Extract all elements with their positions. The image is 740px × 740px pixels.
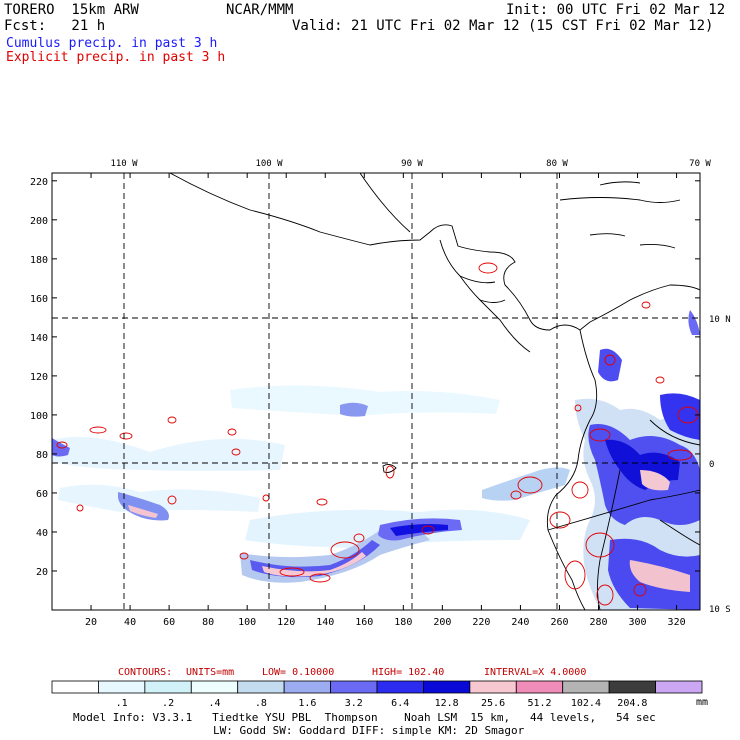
- colorbar-swatch: [330, 680, 378, 694]
- x-tick-labels: 20 40 60 80 100 120 140 160 180 200 220 240 260 280 30…: [85, 617, 686, 628]
- x-tick-label: 100: [238, 617, 256, 628]
- colorbar-value: 3.2: [345, 698, 363, 709]
- colorbar-swatch: [283, 680, 331, 694]
- colorbar-swatch: [655, 680, 703, 694]
- colorbar-value: 25.6: [481, 698, 505, 709]
- x-tick-label: 320: [668, 617, 686, 628]
- x-tick-label: 140: [316, 617, 334, 628]
- x-tick-label: 280: [589, 617, 607, 628]
- lat-lon-gridlines: [52, 173, 700, 610]
- latitude-label: 0: [709, 460, 714, 470]
- x-tick-label: 260: [550, 617, 568, 628]
- init-time: Init: 00 UTC Fri 02 Mar 12: [506, 2, 726, 18]
- colorbar-value: .2: [162, 698, 174, 709]
- colorbar-swatch: [237, 680, 285, 694]
- colorbar-value: 1.6: [298, 698, 316, 709]
- x-tick-label: 300: [629, 617, 647, 628]
- x-tick-label: 120: [277, 617, 295, 628]
- contours-units: UNITS=mm: [186, 667, 234, 678]
- precip-shading: [52, 310, 700, 610]
- colorbar-value: 102.4: [571, 698, 601, 709]
- colorbar-swatch: [190, 680, 239, 694]
- colorbar-value: 12.8: [435, 698, 459, 709]
- colorbar-swatch: [423, 680, 471, 694]
- y-tick-label: 140: [30, 333, 48, 344]
- y-tick-label: 100: [30, 411, 48, 422]
- y-tick-label: 40: [36, 528, 48, 539]
- colorbar-value: .8: [255, 698, 267, 709]
- longitude-label: 80 W: [546, 159, 568, 169]
- valid-time: Valid: 21 UTC Fri 02 Mar 12 (15 CST Fri …: [292, 18, 714, 34]
- contours-high: HIGH= 102.40: [372, 667, 444, 678]
- x-tick-label: 80: [202, 617, 214, 628]
- y-tick-label: 120: [30, 372, 48, 383]
- y-tick-label: 220: [30, 177, 48, 188]
- colorbar-swatch: [469, 680, 517, 694]
- cumulus-field-label: Cumulus precip. in past 3 h: [6, 36, 218, 51]
- x-tick-label: 20: [85, 617, 97, 628]
- y-tick-label: 160: [30, 294, 48, 305]
- longitude-label: 110 W: [110, 159, 138, 169]
- model-title: TORERO 15km ARW: [4, 2, 139, 18]
- latitude-label: 10 N: [709, 315, 731, 325]
- colorbar-swatch: [562, 680, 610, 694]
- contours-label: CONTOURS:: [118, 667, 172, 678]
- y-tick-label: 60: [36, 489, 48, 500]
- contours-low: LOW= 0.10000: [262, 667, 334, 678]
- longitude-label: 90 W: [401, 159, 423, 169]
- colorbar-swatch: [515, 680, 564, 694]
- colorbar-swatch: [51, 680, 99, 694]
- axis-ticks: [52, 173, 700, 610]
- colorbar-value: 204.8: [617, 698, 647, 709]
- y-tick-label: 200: [30, 216, 48, 227]
- colorbar-value: .1: [116, 698, 128, 709]
- x-tick-label: 160: [355, 617, 373, 628]
- colorbar-swatch: [144, 680, 192, 694]
- colorbar-swatch: [98, 680, 146, 694]
- colorbar-swatch: [376, 680, 424, 694]
- latitude-labels: 10 N 0 10 S: [709, 315, 731, 615]
- contours-interval: INTERVAL=X 4.0000: [484, 667, 586, 678]
- x-tick-label: 60: [163, 617, 175, 628]
- colorbar: .1 .2 .4 .8 1.6 3.2 6.4 12.8 25.6 51.2 102.4 204.8: [51, 680, 703, 709]
- x-tick-label: 220: [472, 617, 490, 628]
- colorbar-swatch: [608, 680, 656, 694]
- center-label: NCAR/MMM: [226, 2, 294, 18]
- latitude-label: 10 S: [709, 605, 731, 615]
- x-tick-label: 180: [394, 617, 412, 628]
- colorbar-unit: mm: [696, 697, 708, 708]
- explicit-field-label: Explicit precip. in past 3 h: [6, 50, 226, 65]
- y-tick-label: 80: [36, 450, 48, 461]
- coastlines: [169, 172, 701, 611]
- map-frame: [51, 172, 701, 611]
- y-tick-labels: 20 40 60 80 100 120 140 160 180 200 220: [30, 177, 48, 578]
- model-info: Model Info: V3.3.1 Tiedtke YSU PBL Thomp…: [73, 711, 656, 724]
- explicit-precip-contours: [56, 262, 699, 606]
- longitude-label: 100 W: [255, 159, 283, 169]
- colorbar-value: 51.2: [527, 698, 551, 709]
- forecast-hour: Fcst: 21 h: [4, 18, 106, 34]
- x-tick-label: 240: [511, 617, 529, 628]
- y-tick-label: 20: [36, 567, 48, 578]
- y-tick-label: 180: [30, 255, 48, 266]
- x-tick-label: 200: [433, 617, 451, 628]
- physics-info: LW: Godd SW: Goddard DIFF: simple KM: 2D…: [213, 724, 525, 737]
- longitude-labels: 110 W 100 W 90 W 80 W 70 W: [110, 159, 711, 169]
- x-tick-label: 40: [124, 617, 136, 628]
- colorbar-value: .4: [208, 698, 220, 709]
- colorbar-value: 6.4: [391, 698, 409, 709]
- longitude-label: 70 W: [689, 159, 711, 169]
